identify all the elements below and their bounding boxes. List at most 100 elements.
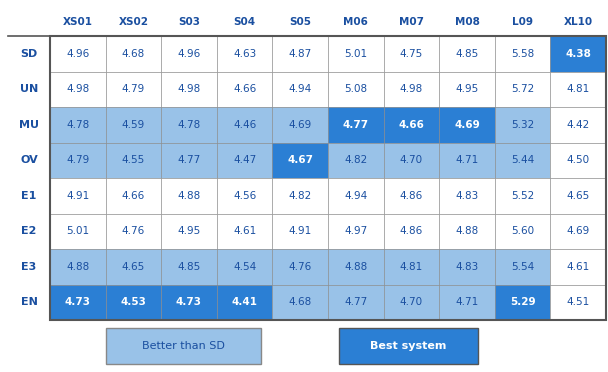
Text: 4.85: 4.85 xyxy=(455,49,478,59)
Text: 4.67: 4.67 xyxy=(287,155,313,165)
Text: M07: M07 xyxy=(399,17,424,27)
Text: 5.01: 5.01 xyxy=(344,49,367,59)
Text: 4.97: 4.97 xyxy=(344,226,367,236)
Bar xyxy=(106,142,161,178)
Bar xyxy=(384,142,439,178)
Text: E3: E3 xyxy=(21,262,36,272)
Text: 4.85: 4.85 xyxy=(178,262,201,272)
Text: 4.88: 4.88 xyxy=(178,191,201,201)
Text: 4.91: 4.91 xyxy=(289,226,312,236)
Bar xyxy=(550,71,606,107)
Bar xyxy=(495,142,550,178)
Text: Better than SD: Better than SD xyxy=(142,341,225,351)
Bar xyxy=(495,71,550,107)
Text: 4.66: 4.66 xyxy=(398,120,424,130)
Bar xyxy=(161,36,217,71)
Bar xyxy=(495,178,550,214)
Text: 4.83: 4.83 xyxy=(455,191,478,201)
Bar xyxy=(328,249,384,285)
Text: 5.58: 5.58 xyxy=(511,49,534,59)
Bar xyxy=(161,142,217,178)
Text: 4.65: 4.65 xyxy=(122,262,145,272)
Bar xyxy=(106,178,161,214)
Bar xyxy=(50,142,106,178)
Bar xyxy=(550,249,606,285)
Bar xyxy=(439,249,495,285)
Bar xyxy=(217,71,272,107)
Text: 4.41: 4.41 xyxy=(232,297,258,307)
Text: XS01: XS01 xyxy=(63,17,93,27)
Text: 4.73: 4.73 xyxy=(176,297,202,307)
Text: 4.70: 4.70 xyxy=(400,297,423,307)
Bar xyxy=(384,285,439,320)
Text: 4.61: 4.61 xyxy=(567,262,590,272)
Text: 4.81: 4.81 xyxy=(567,84,590,94)
Text: 4.66: 4.66 xyxy=(122,191,145,201)
Bar xyxy=(50,285,106,320)
Text: 4.98: 4.98 xyxy=(66,84,89,94)
Text: Best system: Best system xyxy=(370,341,447,351)
Text: 4.88: 4.88 xyxy=(66,262,89,272)
Bar xyxy=(328,71,384,107)
Bar xyxy=(161,178,217,214)
Text: 4.56: 4.56 xyxy=(233,191,256,201)
Bar xyxy=(439,178,495,214)
Text: 4.77: 4.77 xyxy=(344,297,367,307)
Bar xyxy=(50,214,106,249)
Text: 4.79: 4.79 xyxy=(122,84,145,94)
Text: 4.82: 4.82 xyxy=(289,191,312,201)
Text: 4.53: 4.53 xyxy=(120,297,147,307)
Text: S04: S04 xyxy=(233,17,255,27)
Text: 4.91: 4.91 xyxy=(66,191,89,201)
Bar xyxy=(217,107,272,142)
Text: 4.63: 4.63 xyxy=(233,49,256,59)
Bar xyxy=(550,214,606,249)
Text: 4.65: 4.65 xyxy=(567,191,590,201)
Bar xyxy=(50,36,606,320)
Bar xyxy=(328,285,384,320)
Bar xyxy=(439,285,495,320)
Text: 4.69: 4.69 xyxy=(454,120,480,130)
Text: 4.50: 4.50 xyxy=(567,155,590,165)
Text: 5.52: 5.52 xyxy=(511,191,534,201)
Bar xyxy=(272,214,328,249)
Bar xyxy=(106,249,161,285)
Text: 4.71: 4.71 xyxy=(455,155,478,165)
Text: 4.78: 4.78 xyxy=(66,120,89,130)
Text: S05: S05 xyxy=(289,17,311,27)
Bar xyxy=(50,249,106,285)
Text: 4.51: 4.51 xyxy=(567,297,590,307)
Text: 4.81: 4.81 xyxy=(400,262,423,272)
Bar xyxy=(439,36,495,71)
Text: 4.95: 4.95 xyxy=(178,226,201,236)
Bar xyxy=(328,36,384,71)
Bar xyxy=(328,107,384,142)
Bar xyxy=(50,178,106,214)
Text: 4.96: 4.96 xyxy=(178,49,201,59)
Bar xyxy=(217,285,272,320)
Text: 4.98: 4.98 xyxy=(178,84,201,94)
Text: 5.44: 5.44 xyxy=(511,155,534,165)
Text: 4.61: 4.61 xyxy=(233,226,256,236)
Text: 4.68: 4.68 xyxy=(122,49,145,59)
Bar xyxy=(550,285,606,320)
Text: 4.69: 4.69 xyxy=(289,120,312,130)
Text: 4.98: 4.98 xyxy=(400,84,423,94)
Text: 5.60: 5.60 xyxy=(511,226,534,236)
Text: 4.95: 4.95 xyxy=(455,84,478,94)
Text: 4.86: 4.86 xyxy=(400,191,423,201)
Bar xyxy=(384,107,439,142)
Bar xyxy=(272,71,328,107)
Text: 4.59: 4.59 xyxy=(122,120,145,130)
Bar xyxy=(217,214,272,249)
Bar xyxy=(439,142,495,178)
Text: 5.29: 5.29 xyxy=(510,297,536,307)
Text: L09: L09 xyxy=(512,17,533,27)
Text: E2: E2 xyxy=(21,226,36,236)
Bar xyxy=(272,142,328,178)
Bar xyxy=(495,285,550,320)
Text: 4.69: 4.69 xyxy=(567,226,590,236)
Bar xyxy=(161,107,217,142)
Text: 4.94: 4.94 xyxy=(344,191,367,201)
Text: 5.32: 5.32 xyxy=(511,120,534,130)
